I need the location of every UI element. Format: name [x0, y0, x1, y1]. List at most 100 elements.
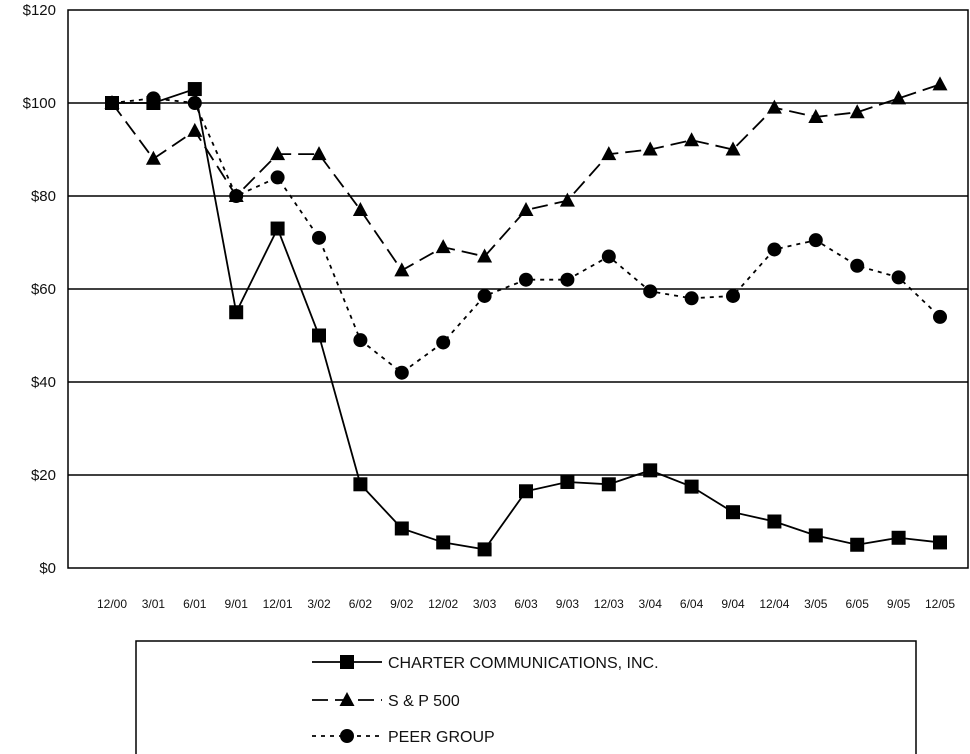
data-point [891, 90, 907, 105]
x-tick-label: 3/04 [639, 597, 663, 611]
data-point [808, 528, 823, 543]
data-point [767, 514, 782, 529]
data-point [312, 328, 326, 343]
data-point [932, 76, 948, 91]
data-point [394, 521, 409, 536]
plot-area-border [67, 9, 969, 569]
y-tick-label: $0 [39, 560, 56, 577]
data-point [684, 132, 700, 147]
data-point [519, 484, 533, 499]
legend-marker [340, 729, 354, 743]
x-tick-label: 9/04 [721, 597, 745, 611]
data-point [891, 530, 906, 545]
series-square [105, 82, 947, 557]
data-point [311, 146, 327, 161]
data-point [808, 108, 824, 123]
series-triangle [104, 76, 948, 277]
y-tick-label: $80 [31, 188, 56, 205]
legend-marker [339, 692, 355, 706]
x-tick-label: 12/00 [97, 597, 127, 611]
data-point [270, 146, 286, 161]
x-tick-label: 6/01 [183, 597, 207, 611]
x-tick-label: 12/02 [428, 597, 458, 611]
legend-entry: PEER GROUP [312, 729, 495, 746]
data-point [849, 104, 865, 119]
data-point [560, 474, 575, 489]
legend-entry: S & P 500 [312, 692, 460, 710]
data-point [850, 258, 865, 273]
data-point [684, 479, 699, 494]
data-point [767, 242, 782, 257]
y-tick-label: $40 [31, 374, 56, 391]
y-tick-label: $20 [31, 467, 56, 484]
x-tick-label: 9/02 [390, 597, 414, 611]
data-point [518, 201, 534, 216]
y-tick-label: $60 [31, 281, 56, 298]
legend-marker [340, 655, 354, 669]
gridlines [68, 102, 968, 476]
x-tick-label: 6/03 [514, 597, 538, 611]
x-tick-label: 6/02 [349, 597, 373, 611]
data-point [229, 305, 244, 320]
data-point [601, 249, 616, 264]
data-point [766, 99, 782, 114]
data-point [394, 262, 410, 277]
y-axis-ticks: $0 $20 $40 $60 $80 $100 $120 [23, 2, 56, 577]
legend-box [135, 640, 917, 754]
data-point [353, 477, 368, 492]
data-point [187, 82, 202, 97]
data-point [270, 170, 285, 185]
data-point [477, 288, 492, 303]
data-point [642, 141, 658, 156]
x-tick-label: 12/01 [263, 597, 293, 611]
data-point [312, 230, 326, 245]
x-tick-label: 6/05 [846, 597, 870, 611]
data-point [519, 272, 533, 287]
x-tick-label: 3/03 [473, 597, 497, 611]
data-point [850, 537, 865, 552]
data-point [643, 284, 658, 299]
data-point [601, 477, 616, 492]
data-point [933, 309, 947, 324]
data-point [725, 141, 741, 156]
x-tick-label: 9/05 [887, 597, 911, 611]
data-point [643, 463, 658, 478]
data-point [145, 150, 161, 165]
series-line [111, 83, 941, 272]
data-point [187, 122, 203, 137]
data-point [229, 189, 244, 203]
x-tick-label: 3/02 [307, 597, 331, 611]
y-tick-label: $100 [23, 95, 56, 112]
plot-frame [67, 9, 969, 569]
legend-label: PEER GROUP [388, 729, 495, 746]
data-point [559, 192, 575, 207]
y-tick-label: $120 [23, 2, 56, 19]
series-layer [104, 76, 948, 557]
data-point [105, 96, 119, 110]
x-tick-label: 12/05 [925, 597, 955, 611]
data-point [146, 91, 161, 106]
x-tick-label: 3/05 [804, 597, 828, 611]
data-point [933, 535, 947, 550]
x-tick-label: 9/01 [225, 597, 249, 611]
data-point [435, 239, 451, 254]
legend-entry: CHARTER COMMUNICATIONS, INC. [312, 655, 659, 672]
x-tick-label: 12/03 [594, 597, 624, 611]
series-circle [105, 91, 947, 380]
data-point [477, 542, 492, 557]
legend-label: CHARTER COMMUNICATIONS, INC. [388, 655, 659, 672]
x-tick-label: 6/04 [680, 597, 704, 611]
data-point [891, 270, 906, 285]
x-tick-label: 9/03 [556, 597, 580, 611]
data-point [270, 221, 285, 236]
legend: CHARTER COMMUNICATIONS, INC. S & P 500 PEE… [135, 640, 917, 754]
legend-items: CHARTER COMMUNICATIONS, INC. S & P 500 PEE… [312, 655, 659, 746]
data-point [436, 335, 451, 350]
data-point [436, 535, 451, 550]
data-point [560, 272, 575, 287]
data-point [726, 505, 740, 520]
x-tick-label: 12/04 [759, 597, 789, 611]
data-point [353, 333, 368, 348]
data-point [684, 291, 699, 306]
